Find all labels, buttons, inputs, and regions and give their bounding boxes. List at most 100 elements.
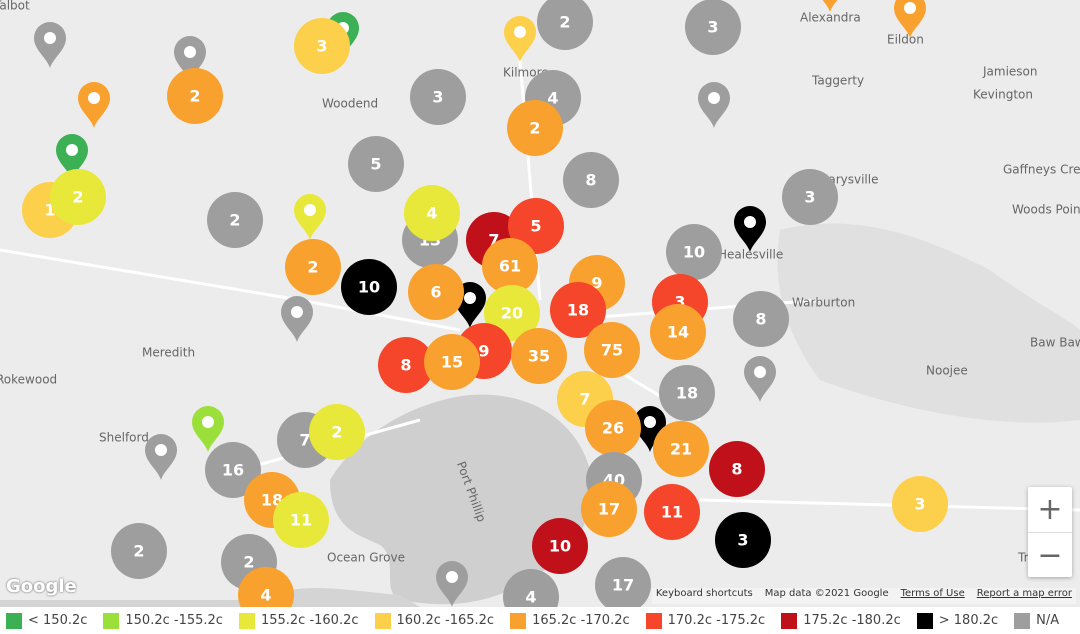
cluster[interactable]: 3 (782, 169, 838, 225)
cluster-circle (782, 169, 838, 225)
place-label: Jamieson (982, 65, 1038, 79)
cluster-circle (50, 169, 106, 225)
pin-shape (34, 22, 66, 68)
legend-item: > 180.2c (916, 612, 998, 629)
cluster-count: 5 (530, 217, 541, 236)
cluster-circle (408, 264, 464, 320)
zoom-in[interactable]: + (1037, 492, 1063, 527)
place-label: Kevington (973, 88, 1033, 102)
cluster-count: 3 (707, 18, 718, 37)
cluster-count: 17 (598, 500, 620, 519)
cluster[interactable]: 11 (273, 492, 329, 548)
report-error[interactable]: Report a map error (976, 588, 1072, 599)
cluster-count: 2 (189, 87, 200, 106)
pin[interactable] (504, 16, 536, 62)
pin[interactable] (698, 82, 730, 128)
cluster[interactable]: 2 (309, 404, 365, 460)
cluster[interactable]: 18 (659, 365, 715, 421)
pin[interactable] (56, 134, 88, 180)
cluster-circle (644, 484, 700, 540)
cluster-count: 17 (612, 576, 634, 595)
cluster[interactable]: 16 (205, 442, 261, 498)
pin[interactable] (814, 0, 846, 12)
cluster-circle (348, 136, 404, 192)
pin[interactable] (78, 82, 110, 128)
pin-shape (56, 134, 88, 180)
cluster[interactable]: 6 (408, 264, 464, 320)
cluster[interactable]: 3 (892, 476, 948, 532)
legend-swatch (510, 612, 527, 629)
cluster-count: 4 (525, 588, 536, 607)
pin-hole (291, 306, 303, 318)
pin[interactable] (145, 434, 177, 480)
keyboard-shortcuts[interactable]: Keyboard shortcuts (655, 588, 753, 599)
cluster[interactable]: 4 (404, 185, 460, 241)
cluster-circle (650, 304, 706, 360)
cluster[interactable]: 3 (685, 0, 741, 55)
cluster[interactable]: 17 (581, 481, 637, 537)
pin-shape (145, 434, 177, 480)
place-label: Noojee (926, 364, 968, 378)
cluster[interactable]: 10 (532, 518, 588, 574)
pin[interactable] (34, 22, 66, 68)
cluster-count: 10 (549, 537, 571, 556)
pin[interactable] (192, 406, 224, 452)
cluster[interactable]: 17 (595, 557, 651, 613)
pin[interactable] (634, 406, 666, 452)
terms-of-use[interactable]: Terms of Use (900, 588, 965, 599)
cluster-circle (167, 68, 223, 124)
cluster[interactable]: 3 (715, 512, 771, 568)
cluster[interactable]: 75 (584, 322, 640, 378)
pin[interactable] (294, 194, 326, 240)
cluster[interactable]: 18 (550, 282, 606, 338)
cluster[interactable]: 8 (733, 291, 789, 347)
cluster-circle (424, 334, 480, 390)
cluster[interactable]: 10 (341, 259, 397, 315)
cluster-count: 11 (661, 503, 683, 522)
legend-label: 160.2c -165.2c (396, 613, 495, 628)
legend-label: < 150.2c (28, 613, 88, 628)
pin-shape (436, 561, 468, 607)
cluster-count: 2 (307, 258, 318, 277)
cluster[interactable]: 2 (207, 192, 263, 248)
cluster[interactable]: 2 (285, 239, 341, 295)
cluster[interactable]: 35 (511, 328, 567, 384)
cluster[interactable]: 8 (378, 337, 434, 393)
zoom-out[interactable]: − (1028, 532, 1072, 578)
cluster[interactable]: 21 (653, 421, 709, 477)
cluster[interactable]: 2 (537, 0, 593, 50)
cluster[interactable]: 15 (424, 334, 480, 390)
cluster[interactable]: 3 (294, 18, 350, 74)
cluster-count: 8 (585, 171, 596, 190)
cluster[interactable]: 2 (507, 100, 563, 156)
cluster[interactable]: 10 (666, 224, 722, 280)
cluster-count: 8 (400, 356, 411, 375)
pin-shape (504, 16, 536, 62)
pin[interactable] (436, 561, 468, 607)
cluster[interactable]: 26 (585, 400, 641, 456)
cluster-circle (273, 492, 329, 548)
cluster[interactable]: 8 (563, 152, 619, 208)
cluster-count: 11 (290, 511, 312, 530)
cluster[interactable]: 2 (111, 523, 167, 579)
cluster-count: 2 (133, 542, 144, 561)
cluster-count: 61 (499, 257, 521, 276)
cluster[interactable]: 5 (348, 136, 404, 192)
cluster[interactable]: 2 (50, 169, 106, 225)
pin[interactable] (744, 356, 776, 402)
cluster-circle (563, 152, 619, 208)
pin[interactable] (894, 0, 926, 38)
pin[interactable] (281, 296, 313, 342)
cluster[interactable]: 3 (410, 69, 466, 125)
cluster-count: 20 (501, 304, 523, 323)
cluster-count: 4 (547, 89, 558, 108)
cluster[interactable]: 61 (482, 238, 538, 294)
pin[interactable] (734, 206, 766, 252)
pin[interactable] (174, 36, 206, 82)
cluster[interactable]: 8 (709, 441, 765, 497)
cluster[interactable]: 14 (650, 304, 706, 360)
cluster[interactable]: 2 (167, 68, 223, 124)
cluster[interactable]: 11 (644, 484, 700, 540)
cluster[interactable]: 5 (508, 198, 564, 254)
